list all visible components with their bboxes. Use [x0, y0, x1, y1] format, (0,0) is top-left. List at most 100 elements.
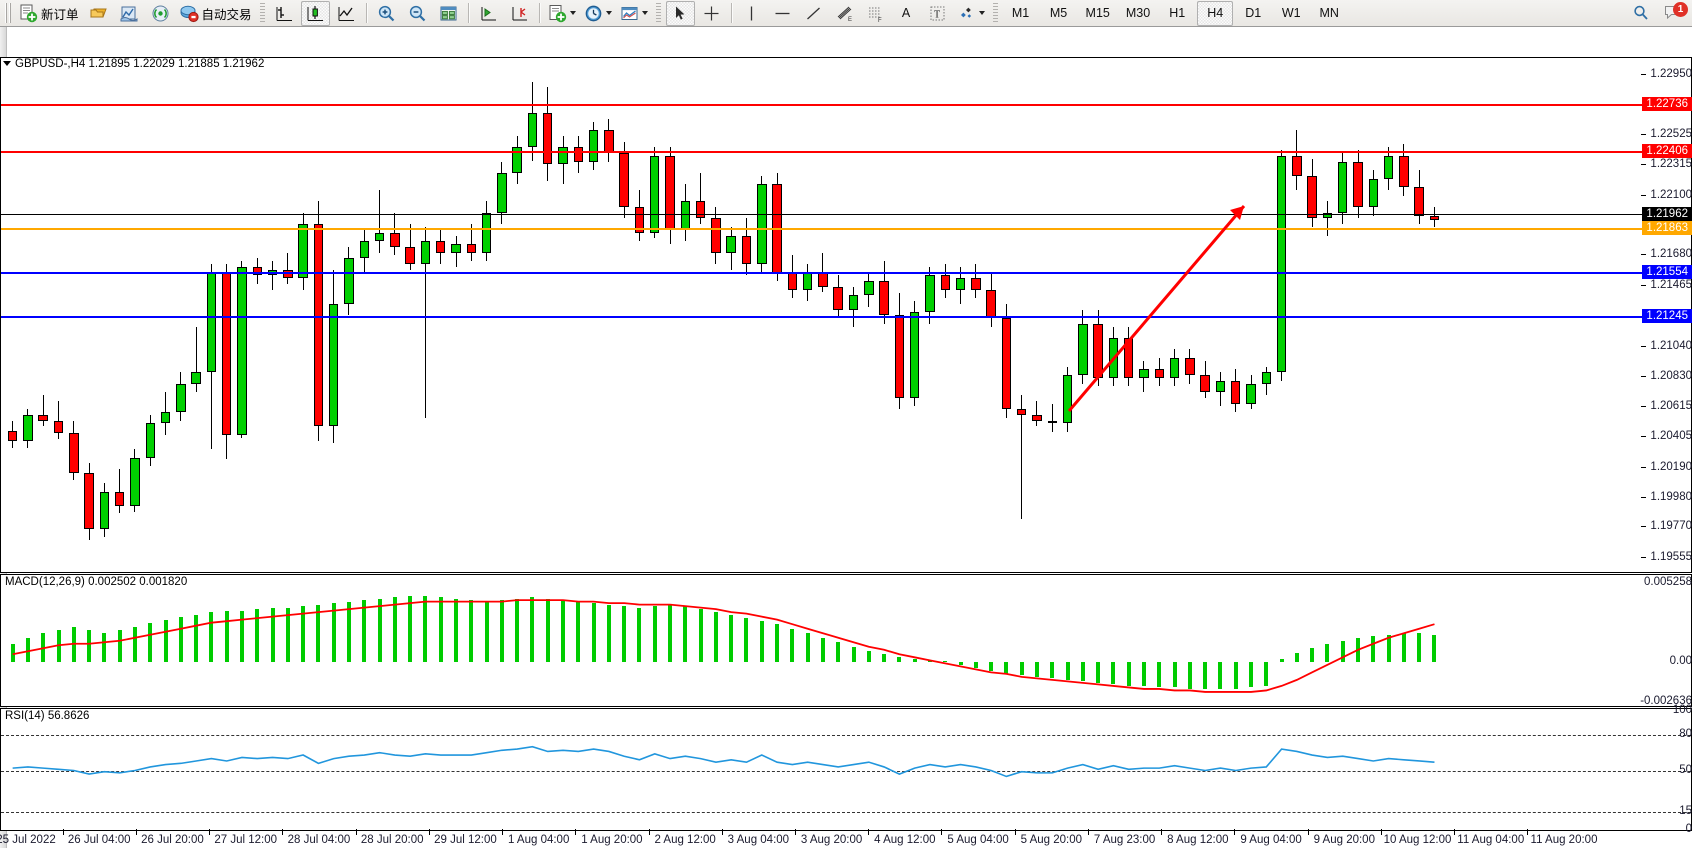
macd-histogram-bar [1325, 643, 1330, 662]
timeframe-d1[interactable]: D1 [1235, 1, 1271, 26]
fibo-button[interactable]: F [861, 1, 890, 26]
rsi-panel[interactable] [0, 708, 1692, 831]
indicators-icon [549, 4, 566, 22]
candle-body [619, 152, 629, 208]
candle-body [940, 275, 950, 290]
chart-shift-button[interactable] [505, 1, 534, 26]
vline-button[interactable] [737, 1, 766, 26]
time-label: 2 Aug 12:00 [654, 834, 716, 846]
timeframe-mn[interactable]: MN [1311, 1, 1347, 26]
candle-body [481, 212, 492, 253]
profiles-icon [120, 6, 138, 21]
timeframe-m1[interactable]: M1 [1003, 1, 1039, 26]
macd-histogram-bar [1279, 658, 1284, 662]
price-level-resistance[interactable] [1, 151, 1691, 154]
macd-histogram-bar [637, 607, 642, 662]
macd-histogram-bar [912, 658, 917, 662]
price-level-support[interactable] [1, 272, 1691, 275]
timeframe-w1-label: W1 [1281, 6, 1301, 20]
search-button[interactable] [1626, 1, 1655, 26]
data-window-button[interactable] [434, 1, 463, 26]
candle-body [527, 113, 538, 148]
macd-histogram-bar [866, 651, 871, 662]
rsi-level-50 [1, 770, 1691, 772]
toolbar-grip-3[interactable] [655, 3, 661, 23]
candle-body [1399, 155, 1409, 188]
main-toolbar: 新订单 自动交易 [0, 0, 1692, 27]
chevron-down-icon-chart[interactable] [3, 61, 11, 66]
text-button[interactable]: A [892, 1, 921, 26]
price-level-current-price[interactable] [1, 214, 1691, 216]
chevron-down-icon-2[interactable] [605, 11, 612, 15]
macd-plot-area[interactable] [1, 575, 1691, 706]
macd-histogram-bar [484, 601, 489, 662]
macd-histogram-bar [1034, 661, 1039, 677]
chart-symbol-header: GBPUSD-,H4 1.21895 1.22029 1.21885 1.219… [3, 58, 264, 70]
price-scale[interactable]: 1.22950 1.22525 1.22315 1.22100 1.21680 1.214… [1600, 57, 1692, 835]
label-icon: T [930, 6, 945, 20]
toolbar-separator [365, 3, 367, 23]
time-scale[interactable]: 25 Jul 2022 26 Jul 04:00 26 Jul 20:00 27 Ju… [0, 829, 1600, 848]
toolbar-grip-2[interactable] [259, 3, 265, 23]
timeframe-h4[interactable]: H4 [1197, 0, 1234, 26]
auto-scroll-button[interactable] [474, 1, 503, 26]
chevron-down-icon-4[interactable] [978, 11, 985, 15]
time-tick [575, 829, 577, 835]
price-level-support[interactable] [1, 316, 1691, 319]
objects-button[interactable] [954, 1, 988, 26]
macd-histogram-bar [1187, 661, 1192, 689]
label-button[interactable]: T [923, 1, 952, 26]
equidistant-channel-button[interactable]: E [830, 1, 859, 26]
macd-tick: -0.002636 [1640, 694, 1692, 707]
price-level-pivot[interactable] [1, 228, 1691, 231]
timeframe-m5[interactable]: M5 [1041, 1, 1077, 26]
candlestick-chart-button[interactable] [300, 0, 330, 26]
candle-body [1169, 358, 1180, 378]
toolbar-grip[interactable] [5, 3, 12, 23]
bar-chart-button[interactable] [270, 1, 299, 26]
price-chart-panel[interactable] [0, 57, 1692, 573]
candlestick-icon [307, 5, 323, 21]
autotrading-button[interactable]: 自动交易 [177, 1, 255, 26]
macd-histogram-bar [1203, 661, 1208, 689]
autotrading-label: 自动交易 [201, 7, 252, 22]
indicators-button[interactable] [545, 1, 579, 26]
line-chart-button[interactable] [332, 1, 361, 26]
crosshair-button[interactable] [697, 1, 726, 26]
candle-body [1108, 338, 1119, 378]
notifications-button[interactable]: 1 [1657, 1, 1689, 26]
zoom-out-button[interactable] [403, 1, 432, 26]
macd-histogram-bar [515, 598, 520, 662]
macd-panel[interactable] [0, 574, 1692, 707]
toolbar-grip-4[interactable] [992, 3, 998, 23]
macd-histogram-bar [209, 612, 214, 662]
candle-body [1353, 161, 1363, 208]
period-button[interactable] [581, 1, 615, 26]
macd-histogram-bar [713, 612, 718, 662]
price-level-resistance[interactable] [1, 104, 1691, 107]
price-plot-area[interactable] [1, 58, 1691, 572]
profiles-button[interactable] [84, 1, 113, 26]
hline-button[interactable] [768, 1, 797, 26]
candle-body [818, 272, 828, 287]
macd-histogram-bar [1294, 652, 1299, 662]
market-watch-button[interactable] [115, 1, 144, 26]
zoom-in-button[interactable] [372, 1, 401, 26]
timeframe-m15[interactable]: M15 [1079, 1, 1117, 26]
rsi-plot-area[interactable] [1, 709, 1691, 830]
trendline-button[interactable] [799, 1, 828, 26]
timeframe-m30[interactable]: M30 [1119, 1, 1157, 26]
timeframe-h1[interactable]: H1 [1159, 1, 1195, 26]
signal-button[interactable] [146, 1, 175, 26]
candle-body [1322, 212, 1333, 219]
time-tick [941, 829, 943, 835]
macd-histogram-bar [561, 600, 566, 662]
macd-histogram-bar [775, 624, 780, 662]
time-tick [868, 829, 870, 835]
cursor-button[interactable] [665, 0, 695, 26]
chevron-down-icon[interactable] [569, 11, 576, 15]
timeframe-w1[interactable]: W1 [1273, 1, 1309, 26]
new-order-button[interactable]: 新订单 [16, 1, 82, 26]
chevron-down-icon-3[interactable] [641, 11, 648, 15]
templates-button[interactable] [617, 1, 651, 26]
